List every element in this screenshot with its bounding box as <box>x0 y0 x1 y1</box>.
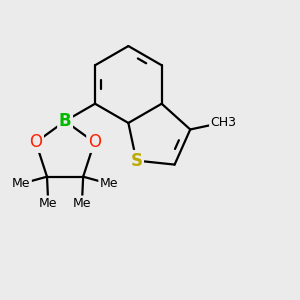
Text: Me: Me <box>100 177 118 190</box>
Text: CH3: CH3 <box>210 116 236 129</box>
Text: Me: Me <box>12 177 31 190</box>
Text: S: S <box>130 152 142 169</box>
Text: Me: Me <box>39 197 58 210</box>
Text: B: B <box>59 112 71 130</box>
Text: O: O <box>88 133 101 151</box>
Text: Me: Me <box>73 197 91 210</box>
Text: O: O <box>29 133 42 151</box>
